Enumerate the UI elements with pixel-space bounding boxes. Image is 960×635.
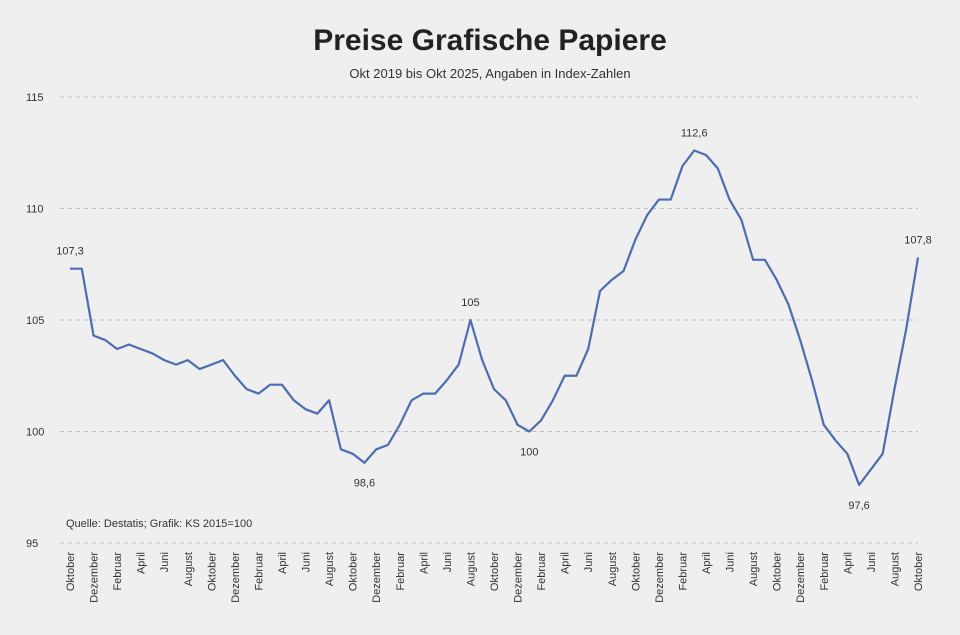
x-tick-label: August xyxy=(748,552,760,586)
x-tick-label: April xyxy=(560,552,572,574)
x-tick-label: Februar xyxy=(536,552,548,591)
x-tick-label: Oktober xyxy=(65,552,77,591)
data-label: 107,8 xyxy=(904,235,932,247)
x-tick-label: August xyxy=(324,552,336,586)
x-tick-label: April xyxy=(418,552,430,574)
x-tick-label: Dezember xyxy=(230,552,242,603)
data-label: 97,6 xyxy=(848,500,869,512)
y-tick-label: 110 xyxy=(26,204,44,216)
x-tick-label: Juni xyxy=(442,552,454,572)
x-tick-label: Oktober xyxy=(630,552,642,591)
x-tick-label: Oktober xyxy=(348,552,360,591)
chart-title: Preise Grafische Papiere xyxy=(313,24,667,57)
x-tick-label: Dezember xyxy=(654,552,666,603)
x-tick-label: Juni xyxy=(159,552,171,572)
x-tick-label: Februar xyxy=(819,552,831,591)
data-label: 98,6 xyxy=(354,478,375,490)
line xyxy=(70,149,920,487)
x-tick-label: Juni xyxy=(725,552,737,572)
x-tick-label: Oktober xyxy=(913,552,925,591)
x-tick-label: April xyxy=(842,552,854,574)
source-note: Quelle: Destatis; Grafik: KS 2015=100 xyxy=(66,518,252,530)
x-tick-label: Oktober xyxy=(772,552,784,591)
x-tick-label: April xyxy=(277,552,289,574)
x-tick-label: Juni xyxy=(866,552,878,572)
y-tick-label: 115 xyxy=(26,92,44,104)
data-label: 105 xyxy=(461,297,479,309)
y-tick-label: 95 xyxy=(26,538,38,550)
x-tick-label: Juni xyxy=(583,552,595,572)
x-tick-label: Dezember xyxy=(513,552,525,603)
x-tick-label: August xyxy=(465,552,477,586)
x-tick-label: Dezember xyxy=(795,552,807,603)
x-tick-label: Oktober xyxy=(206,552,218,591)
x-tick-label: Oktober xyxy=(489,552,501,591)
data-label: 112,6 xyxy=(681,128,708,140)
y-tick-label: 100 xyxy=(26,427,44,439)
x-tick-label: Februar xyxy=(253,552,265,591)
x-tick-label: April xyxy=(136,552,148,574)
x-tick-label: Februar xyxy=(112,552,124,591)
x-tick-label: Juni xyxy=(301,552,313,572)
data-label: 107,3 xyxy=(56,246,84,258)
x-tick-label: Dezember xyxy=(371,552,383,603)
x-tick-label: Februar xyxy=(677,552,689,591)
data-label: 100 xyxy=(520,447,538,459)
x-tick-label: August xyxy=(889,552,901,586)
x-tick-label: August xyxy=(607,552,619,586)
x-tick-label: April xyxy=(701,552,713,574)
x-tick-label: August xyxy=(183,552,195,586)
chart-subtitle: Okt 2019 bis Okt 2025, Angaben in Index-… xyxy=(349,66,630,81)
x-tick-label: Februar xyxy=(395,552,407,591)
y-tick-label: 105 xyxy=(26,315,44,327)
x-tick-label: Dezember xyxy=(89,552,101,603)
